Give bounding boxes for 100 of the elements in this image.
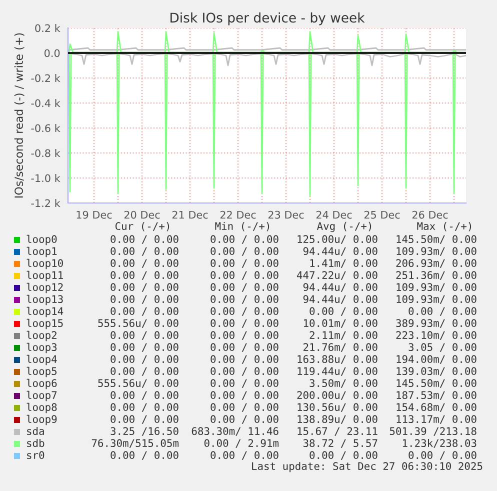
legend-label: sdb	[27, 438, 44, 448]
legend-label: loop4	[26, 354, 57, 366]
text: 0.00 / 0.00	[210, 415, 278, 424]
legend-label: loop5	[26, 366, 57, 378]
y-tick-label: -0.6 k	[31, 124, 60, 132]
text: 206.93m/ 0.00	[396, 259, 476, 268]
text: 3.05 / 0.00	[408, 343, 476, 352]
text: 0.00 / 0.00	[210, 247, 278, 256]
text: 1.41m/ 0.00	[310, 259, 378, 268]
text: 21.76m/ 0.00	[304, 343, 378, 352]
text: Max (-/+)	[417, 222, 472, 232]
text: 501.39 /213.18	[390, 427, 476, 436]
x-tick-label: 25 Dec	[364, 210, 400, 219]
text: 94.44u/ 0.00	[303, 295, 378, 304]
text: 0.00 / 0.00	[408, 307, 476, 316]
legend-label: loop11	[26, 270, 63, 282]
text: Avg (-/+)	[316, 222, 372, 232]
text: 0.00 / 0.00	[110, 259, 178, 268]
y-axis-title: IOs/second read (-) / write (+)	[14, 33, 24, 198]
text: 76.30m/515.05m	[92, 439, 179, 448]
x-tick-label: 26 Dec	[412, 210, 448, 219]
text: 125.00u/ 0.00	[298, 235, 378, 244]
legend-label: loop15	[26, 318, 63, 330]
text: Min (-/+)	[215, 222, 270, 232]
x-tick-label: 20 Dec	[124, 210, 160, 219]
text: 119.44u/ 0.00	[298, 367, 378, 376]
text: 139.03m/ 0.00	[396, 367, 476, 376]
text: 0.00 / 0.00	[110, 295, 178, 304]
text: 683.30m/ 11.46	[192, 427, 278, 436]
text: 0.00 / 0.00	[110, 271, 178, 280]
y-tick-label: 0.2 k	[35, 24, 60, 32]
legend-label: loop0	[26, 234, 57, 246]
text: 3.25 /16.50	[110, 427, 178, 436]
text: 0.00 / 0.00	[210, 307, 278, 316]
x-tick-label: 24 Dec	[316, 210, 352, 219]
text: 194.00m/ 0.00	[396, 355, 476, 364]
text: 0.00 / 0.00	[210, 283, 278, 292]
text: 113.17m/ 0.00	[396, 415, 476, 424]
legend-label: loop10	[26, 258, 63, 270]
text: 0.00 / 0.00	[110, 367, 178, 376]
text: 0.00 / 0.00	[210, 403, 278, 412]
text: 0.00 / 0.00	[110, 235, 178, 244]
text: 200.00u/ 0.00	[297, 391, 378, 400]
text: 1.23k/238.03	[403, 438, 476, 448]
text: 0.00 / 0.00	[310, 307, 378, 316]
text: 109.93m/ 0.00	[396, 247, 476, 256]
text: 0.00 / 0.00	[110, 403, 178, 412]
text: 0.00 / 0.00	[210, 235, 278, 244]
text: 94.44u/ 0.00	[303, 247, 378, 256]
legend-label: sr0	[27, 451, 44, 460]
x-tick-label: 22 Dec	[220, 210, 256, 219]
text: 0.00 / 0.00	[110, 247, 178, 256]
y-tick-label: 0.0	[44, 49, 60, 58]
text: 0.00 / 0.00	[210, 331, 278, 340]
text: 0.00 / 0.00	[210, 379, 278, 388]
text: 223.10m/ 0.00	[396, 331, 476, 340]
legend-label: loop12	[26, 282, 63, 294]
text: 0.00 / 0.00	[310, 451, 378, 460]
text: 0.00 / 0.00	[110, 451, 178, 460]
text: Cur (-/+)	[115, 222, 170, 232]
text: 447.22u/ 0.00	[296, 271, 378, 280]
text: 0.00 / 0.00	[210, 343, 278, 352]
legend-label: loop13	[26, 294, 63, 306]
text: 187.53m/ 0.00	[396, 391, 476, 400]
x-tick-label: 19 Dec	[76, 210, 112, 219]
text: 0.00 / 0.00	[110, 355, 178, 364]
legend-label: loop3	[26, 342, 57, 354]
x-tick-label: 23 Dec	[268, 210, 304, 219]
text: 0.00 / 0.00	[110, 343, 178, 352]
text: 0.00 / 0.00	[110, 415, 178, 424]
text: 15.67 / 23.11	[298, 427, 378, 436]
y-tick-label: -1.0 k	[31, 174, 60, 182]
text: 0.00 / 0.00	[210, 451, 278, 460]
text: 0.00 / 0.00	[110, 331, 178, 340]
text: 0.00 / 0.00	[110, 391, 178, 400]
chart-title: Disk IOs per device - by week	[170, 12, 365, 26]
text: 0.00 / 0.00	[210, 259, 278, 268]
y-tick-label: -0.4 k	[31, 99, 60, 108]
text: 0.00 / 2.91m	[204, 439, 279, 448]
text: 0.00 / 0.00	[210, 355, 278, 364]
legend-label: loop6	[26, 378, 57, 390]
text: 0.00 / 0.00	[110, 283, 178, 292]
legend-label: loop14	[26, 306, 64, 318]
text: 145.50m/ 0.00	[396, 235, 476, 244]
legend-label: loop2	[26, 330, 56, 342]
x-tick-label: 21 Dec	[172, 210, 208, 219]
text: 0.00 / 0.00	[110, 307, 178, 316]
text: 0.00 / 0.00	[210, 319, 278, 328]
y-tick-label: -0.2 k	[31, 74, 60, 82]
text: 138.89u/ 0.00	[298, 415, 378, 424]
text: 555.56u/ 0.00	[98, 379, 178, 388]
legend-label: sda	[27, 426, 44, 436]
text: Last update: Sat Dec 27 06:30:10 2025	[252, 462, 482, 472]
y-tick-label: -0.8 k	[31, 149, 60, 158]
text: 109.93m/ 0.00	[396, 295, 476, 304]
legend-label: loop7	[26, 390, 57, 402]
text: 0.00 / 0.00	[210, 295, 278, 304]
text: 130.56u/ 0.00	[298, 403, 378, 412]
text: 2.11m/ 0.00	[310, 331, 378, 340]
text: 154.68m/ 0.00	[396, 403, 476, 412]
